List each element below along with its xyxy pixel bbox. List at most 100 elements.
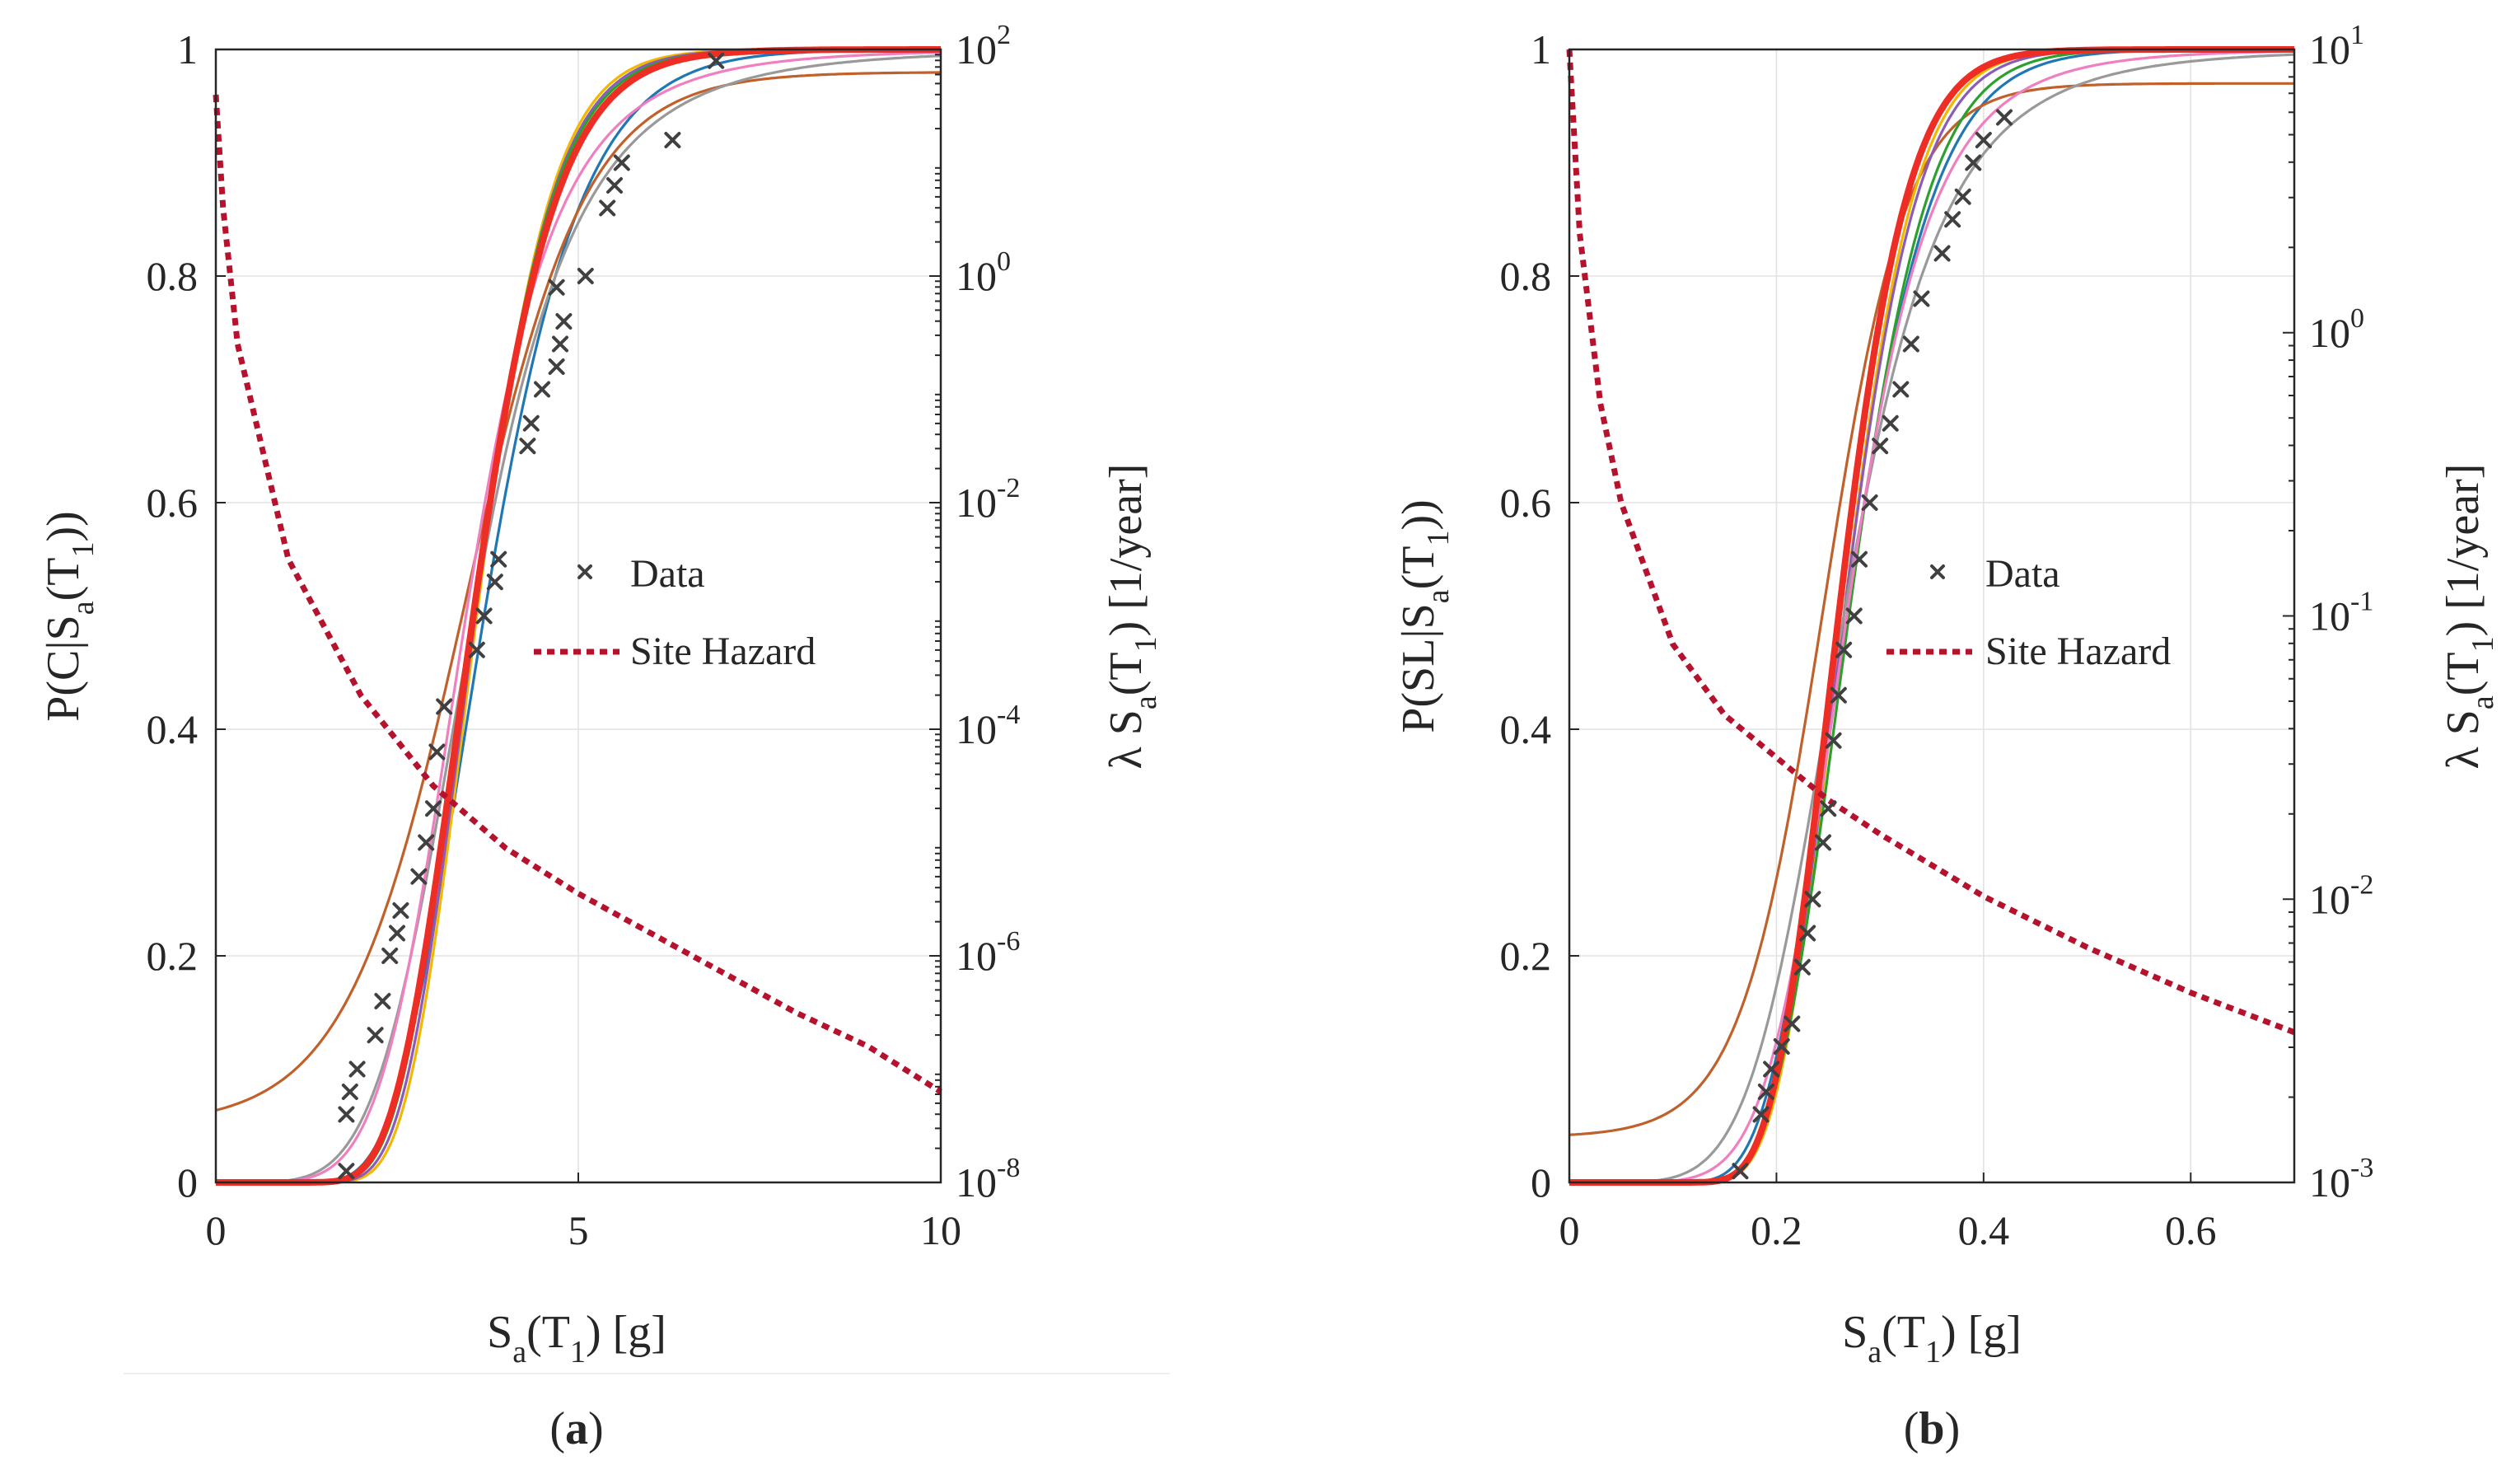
data-point bbox=[1954, 188, 1971, 205]
data-point bbox=[1933, 245, 1951, 262]
data-point bbox=[519, 438, 536, 455]
right-tick-label: 10-2 bbox=[956, 473, 1020, 526]
data-point bbox=[428, 743, 446, 761]
data-point bbox=[1996, 109, 2013, 126]
curve-fit-gray bbox=[1569, 53, 2295, 1184]
legend-data-marker bbox=[1930, 564, 1945, 579]
data-point bbox=[1845, 607, 1863, 625]
right-tick-label: 10-2 bbox=[2309, 869, 2373, 922]
y-axis-right-label: λ Sa(T1) [1/year] bbox=[1101, 464, 1163, 770]
data-point bbox=[389, 925, 405, 942]
data-point bbox=[374, 993, 391, 1009]
x-axis-label: Sa(T1) [g] bbox=[1842, 1307, 2022, 1369]
x-tick-label: 0 bbox=[1559, 1207, 1580, 1253]
right-tick-label: 10-3 bbox=[2309, 1153, 2373, 1205]
legend: Data Site Hazard bbox=[1886, 552, 2171, 673]
y-tick-label: 0.6 bbox=[147, 480, 199, 526]
right-tick-label: 100 bbox=[956, 246, 1011, 299]
curve-fit-pink bbox=[216, 51, 942, 1184]
x-tick-label: 5 bbox=[568, 1207, 589, 1253]
data-point bbox=[1913, 290, 1930, 307]
data-point bbox=[1944, 211, 1961, 228]
x-tick-label: 0 bbox=[206, 1207, 227, 1253]
data-point bbox=[1830, 686, 1847, 704]
y-tick-label: 0 bbox=[1531, 1159, 1551, 1205]
site-hazard-curve bbox=[1566, 49, 2296, 1036]
data-point bbox=[436, 698, 453, 715]
y-tick-label: 0.8 bbox=[1500, 253, 1552, 299]
right-tick-label: 101 bbox=[2309, 20, 2364, 73]
data-point bbox=[338, 1163, 355, 1180]
right-tick-label: 10-1 bbox=[2309, 587, 2373, 639]
right-tick-label: 100 bbox=[2309, 303, 2364, 356]
panel-caption-b: (b) bbox=[1904, 1403, 1960, 1454]
data-point bbox=[1752, 1106, 1770, 1123]
data-point bbox=[577, 268, 594, 284]
data-point bbox=[1784, 1015, 1801, 1032]
y-axis-left-label: P(C|Sa(T1)) bbox=[38, 511, 101, 722]
data-point bbox=[1804, 891, 1821, 908]
y-tick-label: 0.6 bbox=[1500, 480, 1552, 526]
x-tick-label: 10 bbox=[920, 1207, 961, 1253]
x-tick-label: 0.4 bbox=[1958, 1207, 2010, 1253]
curve-fit-pink bbox=[1569, 49, 2294, 1184]
data-point bbox=[1851, 550, 1868, 568]
data-point bbox=[1732, 1163, 1749, 1180]
data-point bbox=[1892, 381, 1910, 398]
data-point bbox=[522, 414, 540, 432]
data-point bbox=[1820, 800, 1837, 817]
data-point bbox=[1835, 641, 1853, 658]
data-point bbox=[534, 381, 550, 398]
data-point bbox=[468, 641, 485, 658]
y-tick-label: 1 bbox=[177, 26, 198, 73]
legend-data-label: Data bbox=[630, 552, 705, 596]
data-point bbox=[475, 607, 493, 625]
data-point bbox=[548, 358, 565, 375]
data-point bbox=[348, 1060, 366, 1078]
data-point bbox=[1975, 132, 1992, 148]
legend: Data Site Hazard bbox=[534, 552, 816, 673]
data-point bbox=[410, 868, 428, 885]
data-point bbox=[341, 1084, 358, 1100]
data-point bbox=[613, 154, 630, 171]
data-point bbox=[381, 948, 399, 964]
x-tick-label: 0.2 bbox=[1751, 1207, 1802, 1253]
data-point bbox=[1965, 154, 1982, 171]
x-tick-label: 0.6 bbox=[2165, 1207, 2217, 1253]
data-point bbox=[486, 573, 503, 591]
y-tick-label: 0.4 bbox=[147, 706, 199, 752]
data-point bbox=[1902, 335, 1919, 353]
data-point bbox=[418, 834, 435, 851]
panel-caption-a: (a) bbox=[549, 1403, 603, 1454]
legend-hazard-label: Site Hazard bbox=[630, 630, 816, 673]
y-tick-label: 0 bbox=[177, 1159, 198, 1205]
y-axis-left-label: P(SL|Sa(T1)) bbox=[1393, 499, 1456, 733]
data-point bbox=[1872, 438, 1889, 455]
y-axis-right-label: λ Sa(T1) [1/year] bbox=[2438, 464, 2500, 770]
data-point bbox=[338, 1106, 355, 1123]
y-tick-label: 0.4 bbox=[1500, 706, 1552, 752]
data-point bbox=[555, 313, 573, 330]
y-tick-label: 0.2 bbox=[147, 933, 199, 979]
data-point bbox=[1763, 1060, 1780, 1078]
data-point bbox=[1799, 925, 1816, 942]
data-point bbox=[1825, 732, 1842, 749]
x-axis-label: Sa(T1) [g] bbox=[487, 1307, 666, 1369]
y-tick-label: 0.8 bbox=[147, 253, 199, 299]
curve-fit-orange-brown bbox=[215, 71, 942, 1112]
panel-b: 0 0.2 0.4 0.6 0 0.2 0.4 0.6 0.8 1 10-3 10-2 10-1 100 1… bbox=[1393, 20, 2500, 1454]
data-point bbox=[548, 279, 565, 296]
data-point bbox=[367, 1027, 384, 1044]
data-point bbox=[552, 335, 568, 353]
data-point bbox=[1882, 414, 1899, 432]
data-point bbox=[1815, 834, 1831, 851]
panel-a: 0 5 1000.20.40.60.8110-810-610-410-2100102… bbox=[38, 20, 1163, 1454]
legend-data-label: Data bbox=[1985, 552, 2060, 596]
data-point bbox=[664, 132, 681, 148]
data-point bbox=[1757, 1084, 1774, 1100]
legend-hazard-label: Site Hazard bbox=[1985, 630, 2171, 673]
data-point bbox=[392, 902, 409, 919]
data-point bbox=[1773, 1038, 1790, 1055]
data-point bbox=[1793, 958, 1811, 976]
